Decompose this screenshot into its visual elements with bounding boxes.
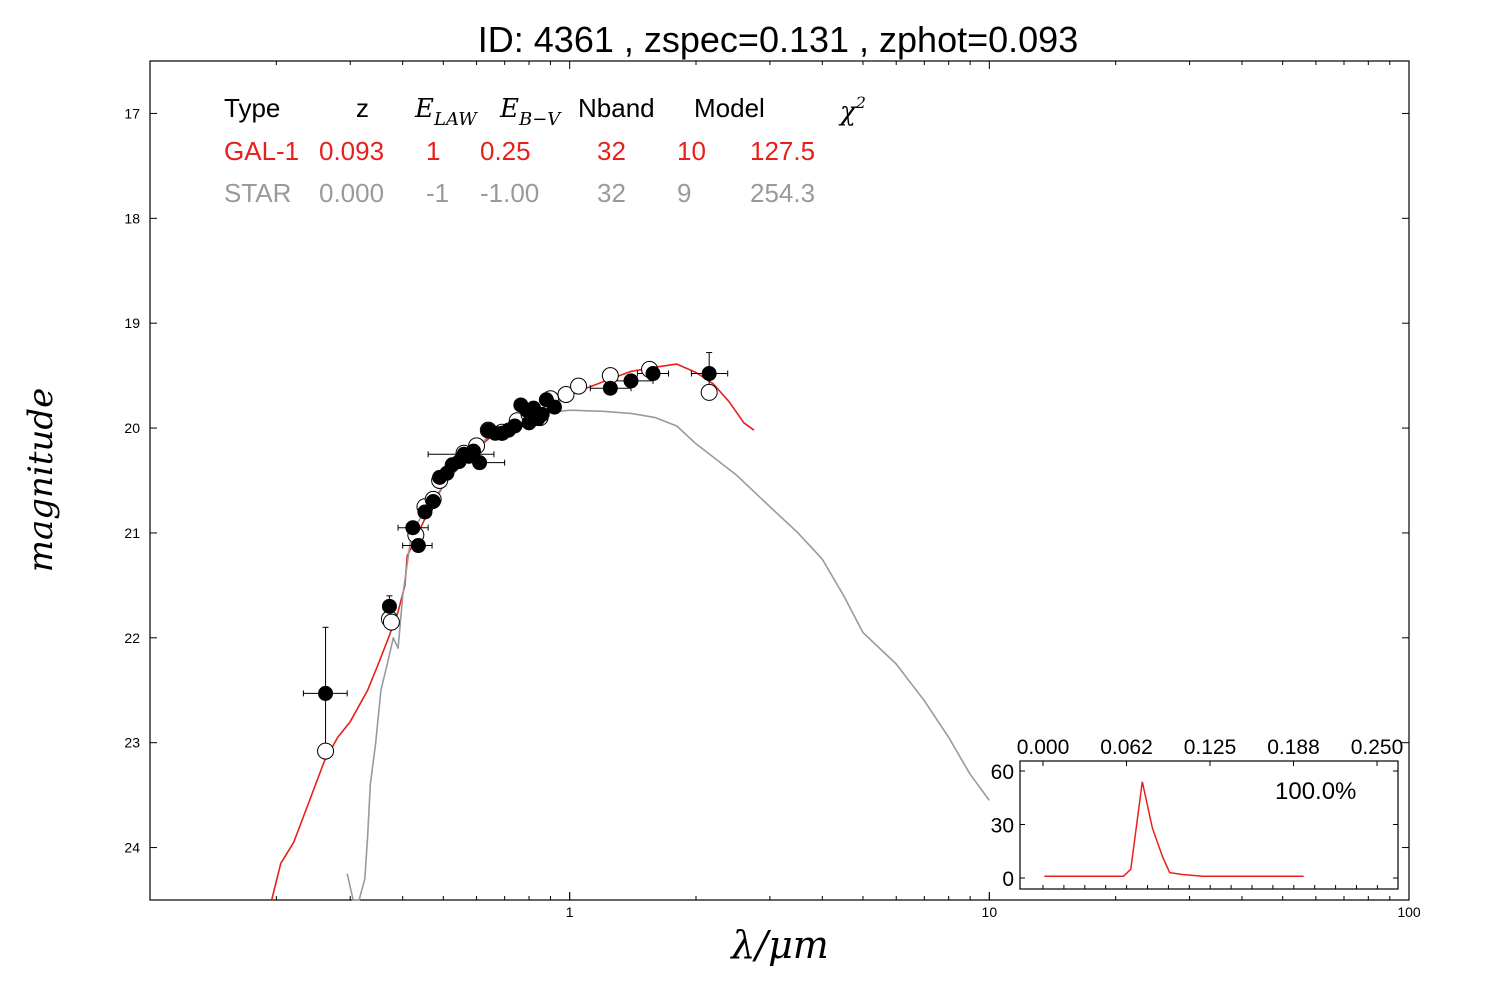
table-header-type: Type [224,93,280,123]
table-header-chi2: χ2 [838,93,866,127]
inset-top-tick-label: 0.250 [1351,736,1404,759]
table-header-ebv: EB−V [499,94,562,130]
observed-point [534,406,550,422]
observed-point [507,418,523,434]
observed-point [410,538,426,554]
inset-content: 0.000 0.062 0.125 0.188 0.250 60 30 0 [991,736,1404,891]
inset-top-tick-label: 0.125 [1184,736,1237,759]
main-axis-ticks [150,61,1410,900]
y-tick-label: 17 [124,105,140,121]
observed-point [623,373,639,389]
model-point [382,613,400,631]
y-tick-label: 19 [124,315,140,331]
table-cell: -1.00 [480,178,539,208]
observed-point [701,366,717,382]
y-tick-label: 22 [124,630,140,646]
observed-point [602,380,618,396]
fit-results-table: Type z ELAW EB−V Nband Model χ2 [224,93,866,130]
observed-point [466,443,482,459]
table-header-z: z [356,93,369,123]
x-axis-label: λ/μm [729,923,829,967]
chart-title: ID: 4361 , zspec=0.131 , zphot=0.093 [478,19,1078,60]
y-tick-label: 18 [124,210,140,226]
table-cell: 32 [597,178,626,208]
fit-table-rows: GAL-1 0.093 1 0.25 32 10 127.5 STAR 0.000 -1 -1.00… [224,136,815,208]
table-cell: 0.25 [480,136,531,166]
table-cell: 0.093 [319,136,384,166]
pdz-inset: 100.0% 0.000 0.062 0.125 0.188 0.250 60 30 0 [991,736,1404,891]
y-tick-label: 23 [124,735,140,751]
model-point [700,383,718,401]
inset-frame [1019,760,1399,890]
template-line-gal-1 [270,363,755,901]
observed-point [318,685,334,701]
inset-top-tick-label: 0.062 [1100,736,1153,759]
inset-y-tick-label: 60 [991,761,1014,784]
y-tick-label: 24 [124,840,140,856]
x-tick-label: 10 [982,904,998,920]
inset-annotation: 100.0% [1275,778,1356,805]
model-point [557,386,575,404]
inset-y-tick-label: 0 [1002,868,1014,891]
observed-point [645,366,661,382]
table-cell: 32 [597,136,626,166]
observed-point [472,455,488,471]
table-cell: 1 [426,136,440,166]
observed-point [417,504,433,520]
y-tick-label: 20 [124,420,140,436]
x-tick-label: 1 [566,904,574,920]
observed-point [546,399,562,415]
model-point [317,742,335,760]
template-curves [270,363,990,901]
y-axis-label: magnitude [21,388,61,573]
table-cell: 127.5 [750,136,815,166]
table-cell: 9 [677,178,691,208]
inset-y-tick-label: 30 [991,815,1014,838]
table-header-nband: Nband [578,93,655,123]
observed-point [425,493,441,509]
table-header-model: Model [694,93,765,123]
table-header-elaw: ELAW [414,94,478,130]
model-point [570,377,588,395]
table-cell: GAL-1 [224,136,299,166]
observed-point [405,520,421,536]
inset-top-tick-label: 0.188 [1267,736,1320,759]
y-tick-label: 21 [124,525,140,541]
x-tick-label: 100 [1397,904,1421,920]
table-cell: 254.3 [750,178,815,208]
table-cell: 0.000 [319,178,384,208]
observed-point [381,598,397,614]
table-cell: 10 [677,136,706,166]
inset-top-tick-label: 0.000 [1017,736,1070,759]
pdz-line [1044,781,1304,877]
data-points [317,360,718,760]
table-cell: STAR [224,178,291,208]
table-cell: -1 [426,178,449,208]
plot-frame [149,60,1410,901]
